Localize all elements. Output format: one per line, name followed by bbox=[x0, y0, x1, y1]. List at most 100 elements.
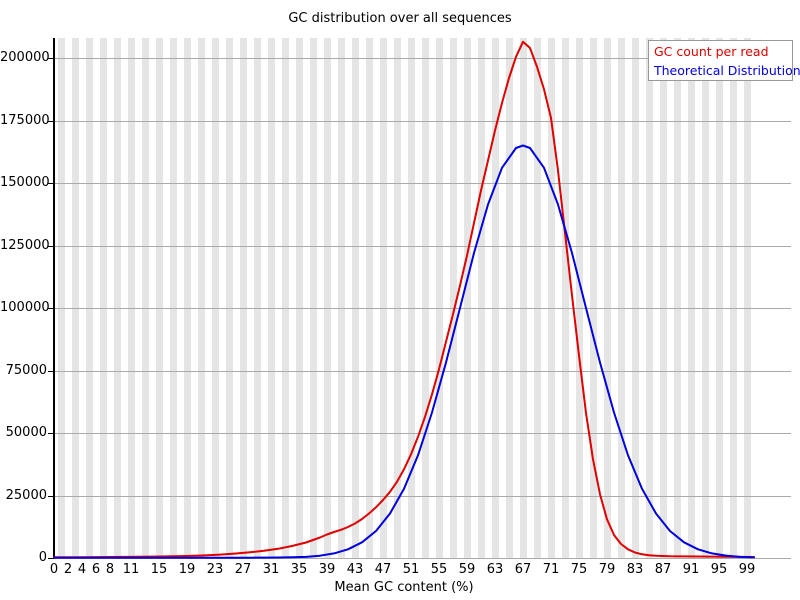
x-axis-tick-label: 51 bbox=[402, 562, 420, 577]
gridline bbox=[54, 308, 791, 309]
background-stripe bbox=[547, 38, 555, 558]
background-stripe bbox=[155, 38, 163, 558]
legend-item-gc-count-per-read: GC count per read bbox=[654, 44, 769, 59]
x-axis-tick-label: 31 bbox=[262, 562, 280, 577]
y-axis-line bbox=[53, 38, 55, 558]
x-axis-tick-label: 39 bbox=[318, 562, 336, 577]
background-stripe bbox=[505, 38, 513, 558]
background-stripe bbox=[239, 38, 247, 558]
x-axis-tick-label: 83 bbox=[626, 562, 644, 577]
background-stripe bbox=[57, 38, 65, 558]
x-axis-tick-label: 35 bbox=[290, 562, 308, 577]
background-stripe bbox=[253, 38, 261, 558]
background-stripe bbox=[729, 38, 737, 558]
x-axis-title: Mean GC content (%) bbox=[334, 580, 474, 595]
gridline bbox=[54, 433, 791, 434]
x-axis-tick-label: 75 bbox=[570, 562, 588, 577]
x-axis-tick-label: 87 bbox=[654, 562, 672, 577]
background-stripe bbox=[85, 38, 93, 558]
legend: GC count per read Theoretical Distributi… bbox=[648, 40, 800, 81]
x-axis-tick-label: 71 bbox=[542, 562, 560, 577]
background-stripe bbox=[281, 38, 289, 558]
background-stripe bbox=[449, 38, 457, 558]
background-stripe bbox=[575, 38, 583, 558]
y-axis-tick bbox=[48, 558, 54, 559]
background-stripe bbox=[533, 38, 541, 558]
x-axis-tick-label: 15 bbox=[150, 562, 168, 577]
y-axis-tick bbox=[48, 370, 54, 372]
background-stripe bbox=[197, 38, 205, 558]
chart-title: GC distribution over all sequences bbox=[288, 11, 512, 26]
background-stripe bbox=[113, 38, 121, 558]
background-stripe bbox=[673, 38, 681, 558]
gridline bbox=[54, 183, 791, 184]
background-stripe bbox=[127, 38, 135, 558]
background-stripe bbox=[561, 38, 569, 558]
x-axis-tick-label: 0 bbox=[49, 562, 59, 577]
x-axis-tick-label: 27 bbox=[234, 562, 252, 577]
y-axis-tick bbox=[48, 58, 54, 59]
y-axis-tick bbox=[48, 183, 54, 184]
background-stripe bbox=[309, 38, 317, 558]
y-axis-tick bbox=[48, 433, 54, 434]
x-axis-tick-label: 95 bbox=[710, 562, 728, 577]
y-axis-tick-label: 125000 bbox=[0, 237, 50, 253]
y-axis-tick-label: 25000 bbox=[5, 487, 47, 503]
background-stripe bbox=[351, 38, 359, 558]
background-stripe bbox=[715, 38, 723, 558]
background-stripe bbox=[365, 38, 373, 558]
background-stripe bbox=[393, 38, 401, 558]
gridline bbox=[54, 558, 791, 559]
background-stripe bbox=[435, 38, 443, 558]
y-axis-tick bbox=[48, 120, 54, 122]
x-axis-tick-label: 6 bbox=[91, 562, 101, 577]
legend-item-theoretical-distribution: Theoretical Distribution bbox=[654, 63, 800, 78]
background-stripe bbox=[99, 38, 107, 558]
y-axis-tick bbox=[48, 495, 54, 497]
background-stripe bbox=[71, 38, 79, 558]
plot-area bbox=[54, 38, 791, 559]
background-stripe bbox=[267, 38, 275, 558]
background-stripe bbox=[337, 38, 345, 558]
x-axis-tick-label: 2 bbox=[63, 562, 73, 577]
y-axis-tick-label: 75000 bbox=[5, 362, 47, 378]
x-axis-tick-label: 4 bbox=[77, 562, 87, 577]
x-axis-tick-label: 8 bbox=[105, 562, 115, 577]
y-axis-tick-label: 0 bbox=[38, 550, 47, 565]
x-axis-tick-label: 99 bbox=[738, 562, 756, 577]
background-stripe bbox=[687, 38, 695, 558]
gridline bbox=[54, 245, 791, 247]
background-stripe bbox=[631, 38, 639, 558]
x-axis-tick-label: 63 bbox=[486, 562, 504, 577]
background-stripe bbox=[645, 38, 653, 558]
x-axis-tick-label: 23 bbox=[206, 562, 224, 577]
x-axis-tick-label: 11 bbox=[122, 562, 140, 577]
x-axis-tick-label: 91 bbox=[682, 562, 700, 577]
gridline bbox=[54, 370, 791, 372]
y-axis-tick-label: 200000 bbox=[0, 50, 50, 65]
gridline bbox=[54, 495, 791, 497]
x-axis-tick-label: 67 bbox=[514, 562, 532, 577]
background-stripe bbox=[491, 38, 499, 558]
y-axis-tick-label: 175000 bbox=[0, 112, 50, 128]
background-stripe bbox=[323, 38, 331, 558]
background-stripe bbox=[701, 38, 709, 558]
y-axis-tick-label: 150000 bbox=[0, 175, 50, 190]
background-stripe bbox=[379, 38, 387, 558]
background-stripe bbox=[519, 38, 527, 558]
x-axis-tick-label: 79 bbox=[598, 562, 616, 577]
background-stripe bbox=[477, 38, 485, 558]
background-stripe bbox=[589, 38, 597, 558]
background-stripe bbox=[211, 38, 219, 558]
gridline bbox=[54, 120, 791, 122]
background-stripe bbox=[421, 38, 429, 558]
x-axis-tick-label: 19 bbox=[178, 562, 196, 577]
x-axis-tick-label: 47 bbox=[374, 562, 392, 577]
x-axis-tick-label: 43 bbox=[346, 562, 364, 577]
background-stripe bbox=[743, 38, 751, 558]
background-stripe bbox=[169, 38, 177, 558]
background-stripe bbox=[183, 38, 191, 558]
x-axis-tick-label: 59 bbox=[458, 562, 476, 577]
background-stripe bbox=[141, 38, 149, 558]
